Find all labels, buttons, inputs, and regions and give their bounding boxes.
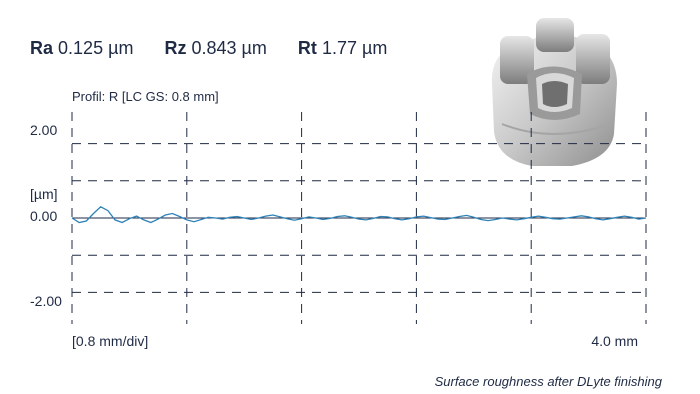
profile-subtitle: Profil: R [LC GS: 0.8 mm]: [72, 89, 219, 104]
metric-ra: Ra 0.125 µm: [30, 38, 133, 59]
y-tick-label: -2.00: [30, 293, 62, 309]
metal-part-photo: [491, 18, 617, 166]
metric-value: 0.125 µm: [58, 38, 134, 58]
metric-rt: Rt 1.77 µm: [298, 38, 387, 59]
metric-rz: Rz 0.843 µm: [164, 38, 266, 59]
y-tick-label: 0.00: [30, 208, 57, 224]
y-axis-label: [µm]: [30, 186, 58, 202]
roughness-metrics: Ra 0.125 µm Rz 0.843 µm Rt 1.77 µm: [30, 38, 413, 59]
metric-label: Rz: [164, 38, 187, 58]
chart-grid: [71, 112, 647, 324]
metric-value: 1.77 µm: [321, 38, 388, 58]
figure-caption: Surface roughness after DLyte finishing: [434, 374, 662, 389]
metric-label: Ra: [30, 38, 54, 58]
y-tick-label: 2.00: [30, 122, 57, 138]
roughness-profile-line: [71, 206, 647, 224]
x-scale-label: [0.8 mm/div]: [72, 333, 148, 349]
profile-line-group: [71, 206, 647, 224]
metric-label: Rt: [297, 38, 317, 58]
x-extent-label: 4.0 mm: [591, 333, 638, 349]
metric-value: 0.843 µm: [191, 38, 267, 58]
